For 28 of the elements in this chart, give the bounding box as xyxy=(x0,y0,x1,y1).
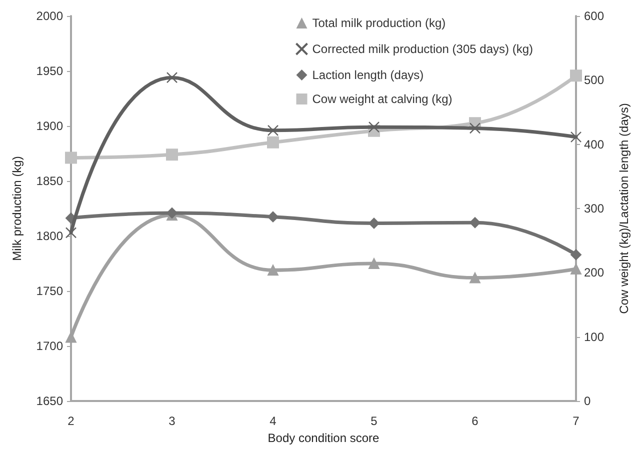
x-axis-title: Body condition score xyxy=(268,430,380,445)
legend-label: Corrected milk production (305 days) (kg) xyxy=(312,42,534,56)
y2-tick-label: 500 xyxy=(584,73,604,88)
y2-tick-label: 200 xyxy=(584,266,604,280)
y2-tick-label: 0 xyxy=(584,394,591,408)
legend-label: Total milk production (kg) xyxy=(312,16,446,30)
x-tick-label: 2 xyxy=(68,414,75,428)
y-tick-label: 1750 xyxy=(36,284,64,298)
y2-tick-label: 600 xyxy=(584,9,604,23)
x-tick-label: 7 xyxy=(572,414,580,428)
y2-axis-title: Cow weight (kg)/Lactation length (days) xyxy=(617,103,631,314)
y-tick-label: 1700 xyxy=(36,339,64,353)
legend-label: Cow weight at calving (kg) xyxy=(312,92,452,106)
x-tick-label: 3 xyxy=(168,414,176,428)
y2-tick-label: 300 xyxy=(584,202,604,216)
y-tick-label: 1650 xyxy=(36,394,64,408)
y2-tick-label: 100 xyxy=(584,330,604,344)
y-axis-title: Milk production (kg) xyxy=(10,156,24,261)
y-tick-label: 1800 xyxy=(36,229,64,243)
y-tick-label: 1900 xyxy=(36,119,64,133)
x-tick-label: 4 xyxy=(270,414,277,428)
y-tick-label: 1950 xyxy=(36,64,64,78)
y-tick-label: 1850 xyxy=(36,174,64,188)
x-tick-label: 5 xyxy=(370,414,378,428)
x-tick-label: 6 xyxy=(472,414,479,428)
legend-label: Laction length (days) xyxy=(312,68,424,82)
y-tick-label: 2000 xyxy=(36,9,64,23)
y2-tick-label: 400 xyxy=(584,137,604,152)
